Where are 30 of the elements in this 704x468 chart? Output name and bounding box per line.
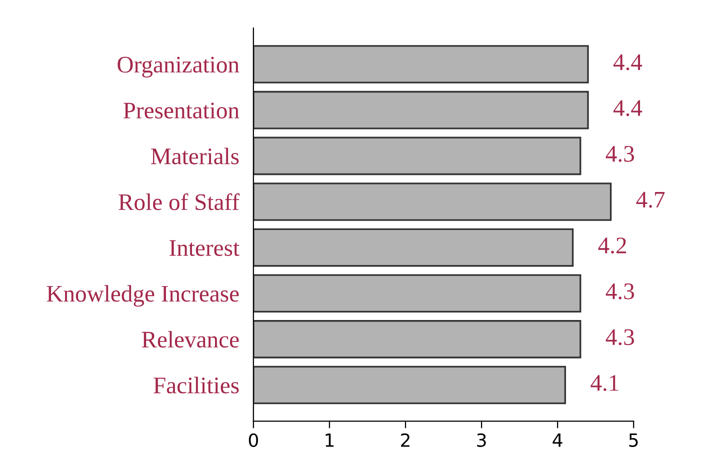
bar — [253, 90, 589, 130]
data-label: 4.3 — [606, 283, 634, 300]
data-label: 4.2 — [598, 238, 626, 254]
bar — [253, 366, 566, 404]
y-tick-label: Presentation — [124, 102, 240, 119]
y-tick-label: Facilities — [154, 376, 239, 394]
y-tick-label: Role of Staff — [118, 193, 240, 210]
data-label: 4.7 — [636, 192, 665, 208]
x-tick-label: 0 — [248, 433, 258, 447]
data-label: 4.3 — [606, 329, 634, 346]
data-label: 4.1 — [590, 375, 618, 392]
bar — [253, 320, 582, 358]
bar — [253, 228, 574, 267]
y-tick-label: Knowledge Increase — [46, 285, 239, 307]
bar — [253, 45, 589, 84]
x-tick-label: 1 — [326, 434, 334, 447]
bar — [253, 182, 612, 221]
y-tick-label: Materials — [151, 148, 239, 164]
y-tick-label: Interest — [170, 240, 240, 256]
x-tick-label: 3 — [477, 433, 486, 447]
y-tick-label: Organization — [118, 56, 240, 78]
x-tick-label: 4 — [552, 434, 562, 447]
data-label: 4.4 — [613, 100, 642, 116]
bar — [253, 274, 582, 313]
y-tick-label: Relevance — [142, 330, 239, 348]
bar — [253, 136, 582, 176]
x-tick-label: 5 — [629, 434, 638, 447]
data-label: 4.4 — [613, 54, 642, 70]
x-tick-label: 2 — [401, 433, 410, 447]
data-label: 4.3 — [606, 146, 634, 162]
